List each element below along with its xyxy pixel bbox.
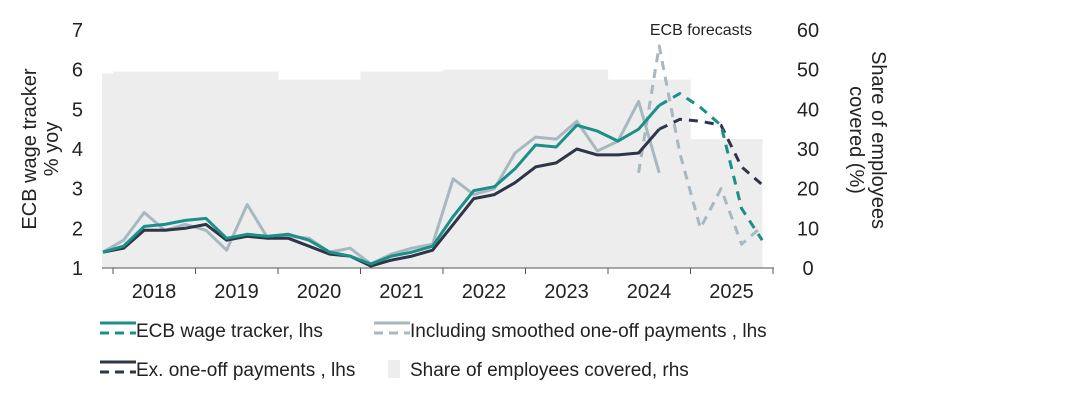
y-left-tick-label: 7 [72,20,83,42]
area-bar [731,139,753,268]
area-bar [463,69,485,269]
area-bar [339,79,361,268]
area-bar [401,71,423,269]
legend-item: Including smoothed one-off payments , lh… [374,321,767,342]
area-bar [175,71,197,269]
x-tick-label: 2018 [132,281,177,303]
area-bar [216,71,238,269]
y-left-axis-title: ECB wage tracker% yoy [19,68,63,230]
y-left-tick-label: 5 [72,99,83,121]
x-tick-label: 2021 [379,281,424,303]
y-left-axis-title-line: % yoy [41,122,63,176]
x-tick-label: 2025 [709,281,754,303]
y-left-tick-label: 1 [72,258,83,280]
area-bar [628,79,650,268]
y-left-axis-title-line: ECB wage tracker [19,68,41,230]
area-bar [607,79,629,268]
share-employees-area [102,69,763,269]
y-right-tick-label: 40 [797,99,819,121]
area-bar [257,71,279,269]
legend-label: Share of employees covered, rhs [410,360,689,381]
axes [102,267,774,274]
y-right-tick-label: 60 [797,20,819,42]
series-line-ecb-wage-tracker-lhs [102,104,661,266]
forecast-annotation: ECB forecasts [650,22,752,39]
series-line-ex-one-off-payments-lhs [102,128,661,268]
area-bar [648,79,670,268]
x-tick-label: 2024 [627,281,672,303]
area-bar [710,139,732,268]
legend-label: Including smoothed one-off payments , lh… [410,321,767,342]
legend: ECB wage tracker, lhs Including smoothed … [100,321,767,381]
y-right-axis-title-line: covered (%) [845,86,867,194]
legend-label: Ex. one-off payments , lhs [136,360,355,381]
area-bar [669,79,691,268]
area-bar [545,69,567,269]
y-right-tick-label: 30 [797,139,819,161]
area-bar [484,69,506,269]
area-bar [102,73,114,268]
area-bar [381,71,403,269]
area-bar [690,139,712,268]
area-bar [360,71,382,269]
area-bar [133,71,155,269]
y-right-axis-title-line: Share of employees [867,51,889,229]
area-bar [442,69,464,269]
area-bar [319,79,341,268]
legend-label: ECB wage tracker, lhs [136,321,323,342]
y-left-tick-label: 2 [72,218,83,240]
legend-item: Share of employees covered, rhs [388,360,689,381]
area-bar [587,69,609,269]
x-tick-label: 2020 [297,281,342,303]
area-bar [113,71,135,269]
y-right-axis-title: Share of employeescovered (%) [845,51,889,229]
axis-labels: 2018 2019 2020 2021 2022 2023 2024 2025 1 2 3 4 5 6 7 0… [19,20,889,303]
x-tick-label: 2019 [214,281,259,303]
legend-item: ECB wage tracker, lhs [100,321,323,342]
series-lines [102,44,764,268]
series-line-ex-one-off-payments-forecast [658,117,764,186]
y-left-tick-label: 3 [72,179,83,201]
area-bar [422,71,444,269]
x-tick-label: 2023 [544,281,589,303]
area-bar [298,79,320,268]
y-left-tick-label: 6 [72,60,83,82]
y-right-tick-label: 50 [797,60,819,82]
area-bar [525,69,547,269]
y-left-tick-label: 4 [72,139,83,161]
x-tick-label: 2022 [462,281,507,303]
y-right-tick-label: 20 [797,179,819,201]
area-bar [278,79,300,268]
legend-swatch [388,360,400,378]
y-right-tick-label: 0 [802,258,813,280]
series-line-ecb-wage-tracker-forecast [658,92,764,242]
series-line-including-smoothed-one-off-payments-forecast [637,44,764,246]
area-bar [751,139,763,268]
y-right-tick-label: 10 [797,218,819,240]
legend-item: Ex. one-off payments , lhs [100,360,355,381]
area-bar [566,69,588,269]
area-bar [154,71,176,269]
